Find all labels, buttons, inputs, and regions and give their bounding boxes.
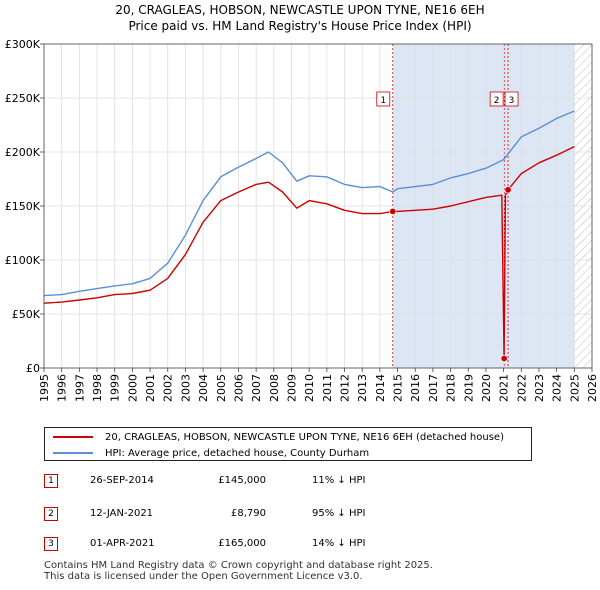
transaction-date: 12-JAN-2021	[90, 508, 153, 519]
x-tick-label: 2026	[586, 374, 599, 402]
sale-point	[501, 355, 507, 361]
x-tick-label: 2019	[462, 374, 475, 402]
x-tick-label: 2017	[427, 374, 440, 402]
chart-title-line2: Price paid vs. HM Land Registry's House …	[128, 19, 471, 33]
footer: Contains HM Land Registry data © Crown c…	[44, 560, 433, 582]
transaction-date: 26-SEP-2014	[90, 475, 154, 486]
x-tick-label: 2023	[533, 374, 546, 402]
transaction-hpi-diff: 11% ↓ HPI	[312, 475, 365, 486]
sale-label: 1	[380, 96, 386, 106]
sale-label: 3	[509, 96, 515, 106]
legend-item-hpi: HPI: Average price, detached house, Coun…	[53, 445, 369, 461]
transaction-number: 2	[44, 507, 58, 521]
x-tick-label: 2001	[144, 374, 157, 402]
transaction-hpi-diff: 14% ↓ HPI	[312, 538, 365, 549]
transaction-date: 01-APR-2021	[90, 538, 155, 549]
transaction-price: £165,000	[218, 538, 266, 549]
x-tick-label: 1998	[91, 374, 104, 402]
legend-swatch-hpi	[53, 452, 93, 454]
y-tick-label: £100K	[5, 254, 41, 267]
x-tick-label: 2005	[215, 374, 228, 402]
x-tick-label: 2008	[268, 374, 281, 402]
y-tick-label: £250K	[5, 92, 41, 105]
x-tick-label: 1996	[56, 374, 69, 402]
x-tick-label: 2020	[480, 374, 493, 402]
legend-label-property: 20, CRAGLEAS, HOBSON, NEWCASTLE UPON TYN…	[105, 432, 504, 443]
table-row: 2 12-JAN-2021 £8,790 95% ↓ HPI	[44, 507, 404, 521]
transaction-hpi-diff: 95% ↓ HPI	[312, 508, 365, 519]
table-row: 3 01-APR-2021 £165,000 14% ↓ HPI	[44, 537, 404, 551]
chart-title-line1: 20, CRAGLEAS, HOBSON, NEWCASTLE UPON TYN…	[115, 3, 484, 17]
footer-copyright: Contains HM Land Registry data © Crown c…	[44, 560, 433, 571]
legend: 20, CRAGLEAS, HOBSON, NEWCASTLE UPON TYN…	[44, 427, 532, 461]
x-tick-label: 2003	[179, 374, 192, 402]
x-tick-label: 2024	[551, 374, 564, 402]
table-row: 1 26-SEP-2014 £145,000 11% ↓ HPI	[44, 474, 404, 488]
x-tick-label: 2007	[250, 374, 263, 402]
x-tick-label: 2012	[339, 374, 352, 402]
x-tick-label: 1999	[109, 374, 122, 402]
footer-licence: This data is licensed under the Open Gov…	[44, 571, 433, 582]
x-tick-label: 2014	[374, 374, 387, 402]
transaction-price: £8,790	[231, 508, 266, 519]
x-tick-label: 2009	[285, 374, 298, 402]
sale-point	[505, 187, 511, 193]
x-tick-label: 2006	[232, 374, 245, 402]
y-tick-label: £150K	[5, 200, 41, 213]
x-tick-label: 2016	[409, 374, 422, 402]
x-tick-label: 2013	[356, 374, 369, 402]
x-tick-label: 2011	[321, 374, 334, 402]
transaction-number: 1	[44, 474, 58, 488]
x-tick-label: 2000	[126, 374, 139, 402]
y-tick-label: £200K	[5, 146, 41, 159]
x-tick-label: 1997	[73, 374, 86, 402]
transaction-number: 3	[44, 537, 58, 551]
x-tick-label: 2025	[568, 374, 581, 402]
legend-swatch-property	[53, 436, 93, 438]
x-tick-label: 2004	[197, 374, 210, 402]
sale-label: 2	[494, 96, 500, 106]
transaction-price: £145,000	[218, 475, 266, 486]
sale-point	[390, 208, 396, 214]
x-tick-label: 2002	[162, 374, 175, 402]
x-tick-label: 2010	[303, 374, 316, 402]
x-tick-label: 2018	[445, 374, 458, 402]
price-chart: 20, CRAGLEAS, HOBSON, NEWCASTLE UPON TYN…	[0, 0, 600, 425]
x-tick-label: 2015	[392, 374, 405, 402]
y-tick-label: £50K	[12, 308, 41, 321]
x-tick-label: 2021	[498, 374, 511, 402]
y-tick-label: £300K	[5, 38, 41, 51]
y-tick-label: £0	[26, 362, 40, 375]
legend-label-hpi: HPI: Average price, detached house, Coun…	[105, 448, 369, 459]
legend-item-property: 20, CRAGLEAS, HOBSON, NEWCASTLE UPON TYN…	[53, 429, 504, 445]
x-tick-label: 2022	[515, 374, 528, 402]
x-tick-label: 1995	[38, 374, 51, 402]
